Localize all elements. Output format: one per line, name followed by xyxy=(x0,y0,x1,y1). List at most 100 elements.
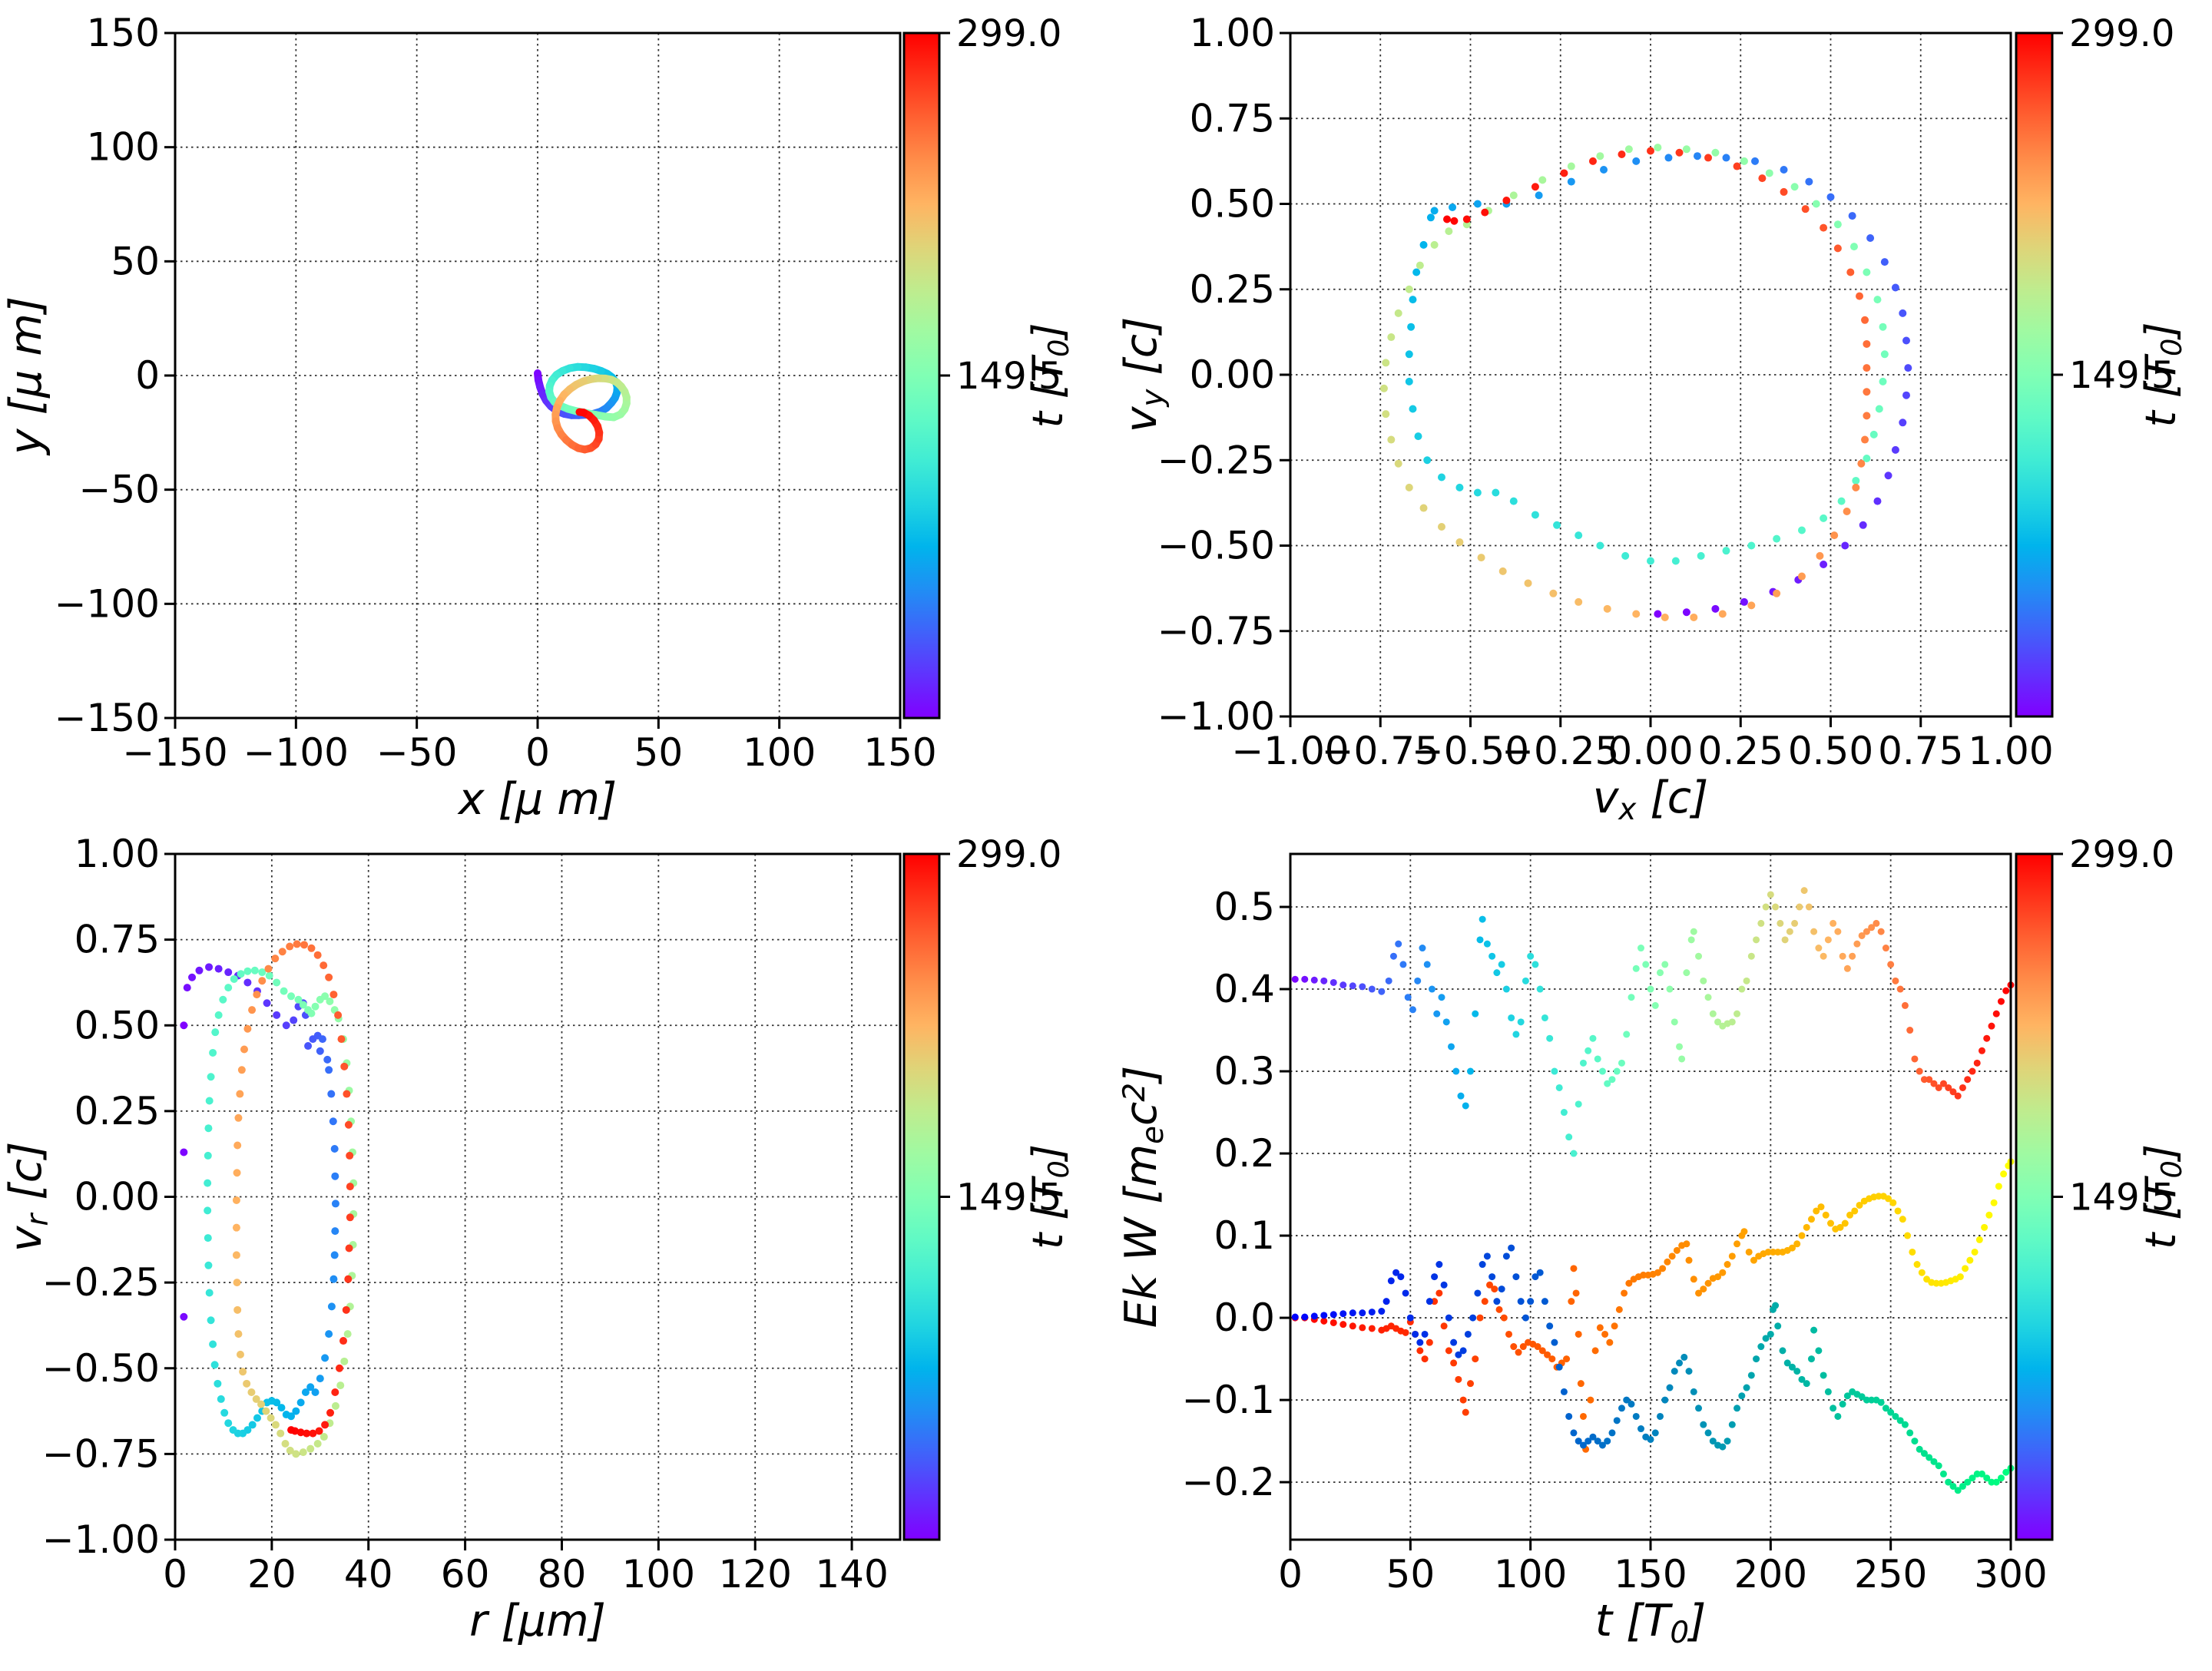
y-tick-label: 0.25 xyxy=(75,1089,160,1133)
data-point xyxy=(1402,1329,1409,1336)
data-point xyxy=(1568,1298,1575,1305)
data-point xyxy=(1747,952,1755,960)
data-point xyxy=(258,968,267,977)
y-tick-label: 150 xyxy=(87,11,160,55)
data-point xyxy=(1719,1269,1727,1276)
data-point xyxy=(1536,985,1544,993)
data-point xyxy=(343,1090,351,1098)
data-point xyxy=(1421,1330,1429,1338)
data-point xyxy=(286,942,294,951)
data-point xyxy=(1535,191,1543,200)
data-point xyxy=(1438,994,1445,1001)
data-point xyxy=(1834,1412,1842,1420)
series-vx-vy-phase-0 xyxy=(1379,144,1912,621)
data-point xyxy=(1909,1248,1916,1256)
x-tick-label: 60 xyxy=(441,1552,490,1597)
data-point xyxy=(1310,976,1318,984)
y-axis-label: Ek W [mec2] xyxy=(1116,1066,1171,1328)
data-point xyxy=(1502,1252,1510,1260)
y-tick-label: −0.2 xyxy=(1182,1460,1275,1504)
data-point xyxy=(1594,1438,1601,1445)
data-point xyxy=(1709,1438,1717,1445)
y-tick-label: 0.25 xyxy=(1190,267,1275,312)
data-point xyxy=(306,1444,315,1453)
data-point xyxy=(1935,1084,1942,1091)
data-point xyxy=(1430,240,1439,249)
data-point xyxy=(1781,936,1789,944)
data-point xyxy=(1532,1273,1539,1281)
data-point xyxy=(1849,243,1858,251)
colorbar-tick-label: 299.0 xyxy=(956,12,1061,55)
data-point xyxy=(258,977,267,985)
data-point xyxy=(1628,994,1635,1001)
data-point xyxy=(1378,988,1386,995)
data-point xyxy=(1498,567,1507,575)
data-point xyxy=(1406,1314,1414,1322)
data-point xyxy=(303,1429,311,1438)
x-tick-label: 200 xyxy=(1734,1552,1807,1597)
data-point xyxy=(1541,1014,1548,1021)
data-point xyxy=(336,1381,345,1390)
data-point xyxy=(1624,145,1633,154)
x-tick-label: 0.25 xyxy=(1698,729,1783,773)
data-point xyxy=(1887,961,1895,968)
data-point xyxy=(1843,508,1851,515)
data-point xyxy=(1875,1193,1883,1200)
data-point xyxy=(1911,1055,1919,1063)
data-point xyxy=(209,1340,217,1348)
data-point xyxy=(1527,1298,1535,1305)
data-point xyxy=(1462,215,1471,223)
data-point xyxy=(292,1450,300,1458)
data-point xyxy=(1570,1265,1578,1272)
data-point xyxy=(1734,1405,1741,1412)
data-point xyxy=(1632,965,1640,972)
data-point xyxy=(1467,1067,1474,1075)
x-tick-label: 50 xyxy=(634,730,684,775)
data-point xyxy=(1813,1207,1820,1215)
data-point xyxy=(1320,977,1328,984)
data-point xyxy=(1687,936,1695,944)
data-point xyxy=(1310,1312,1318,1320)
data-point xyxy=(248,1006,257,1014)
colorbar-gradient xyxy=(902,31,941,720)
data-point xyxy=(325,1330,333,1338)
data-point xyxy=(1683,969,1690,977)
data-point xyxy=(331,1172,339,1180)
data-point xyxy=(1788,1244,1796,1252)
data-point xyxy=(1722,547,1730,555)
data-point xyxy=(1493,1298,1501,1305)
data-point xyxy=(1385,977,1392,984)
data-point xyxy=(1861,316,1869,324)
data-point xyxy=(1659,1265,1667,1272)
data-point xyxy=(1863,928,1870,935)
data-point xyxy=(1962,1265,1969,1272)
data-point xyxy=(1431,1273,1439,1281)
data-point xyxy=(326,997,334,1005)
data-point xyxy=(243,1024,252,1033)
data-point xyxy=(1788,1363,1796,1371)
data-point xyxy=(1560,1109,1568,1117)
data-point xyxy=(233,1169,241,1177)
data-point xyxy=(1598,1067,1606,1075)
data-point xyxy=(1846,1211,1854,1219)
y-tick-label: 0.00 xyxy=(1190,352,1275,397)
data-point xyxy=(1483,940,1491,948)
data-point xyxy=(1409,405,1417,413)
data-point xyxy=(1740,1228,1748,1236)
data-point xyxy=(1873,497,1882,505)
data-point xyxy=(1488,1273,1496,1281)
data-point xyxy=(1531,511,1539,519)
data-point xyxy=(1382,410,1390,419)
data-point xyxy=(233,1279,241,1287)
data-point xyxy=(1820,560,1828,568)
data-point xyxy=(290,1016,298,1024)
data-point xyxy=(1997,1474,2005,1482)
data-point xyxy=(267,1414,275,1422)
data-point xyxy=(1455,1375,1462,1383)
data-point xyxy=(1368,1309,1376,1316)
x-tick-label: 40 xyxy=(344,1552,393,1597)
data-point xyxy=(1830,919,1837,927)
data-point xyxy=(1997,998,2005,1005)
data-point xyxy=(1407,323,1416,331)
data-point xyxy=(1664,154,1673,162)
